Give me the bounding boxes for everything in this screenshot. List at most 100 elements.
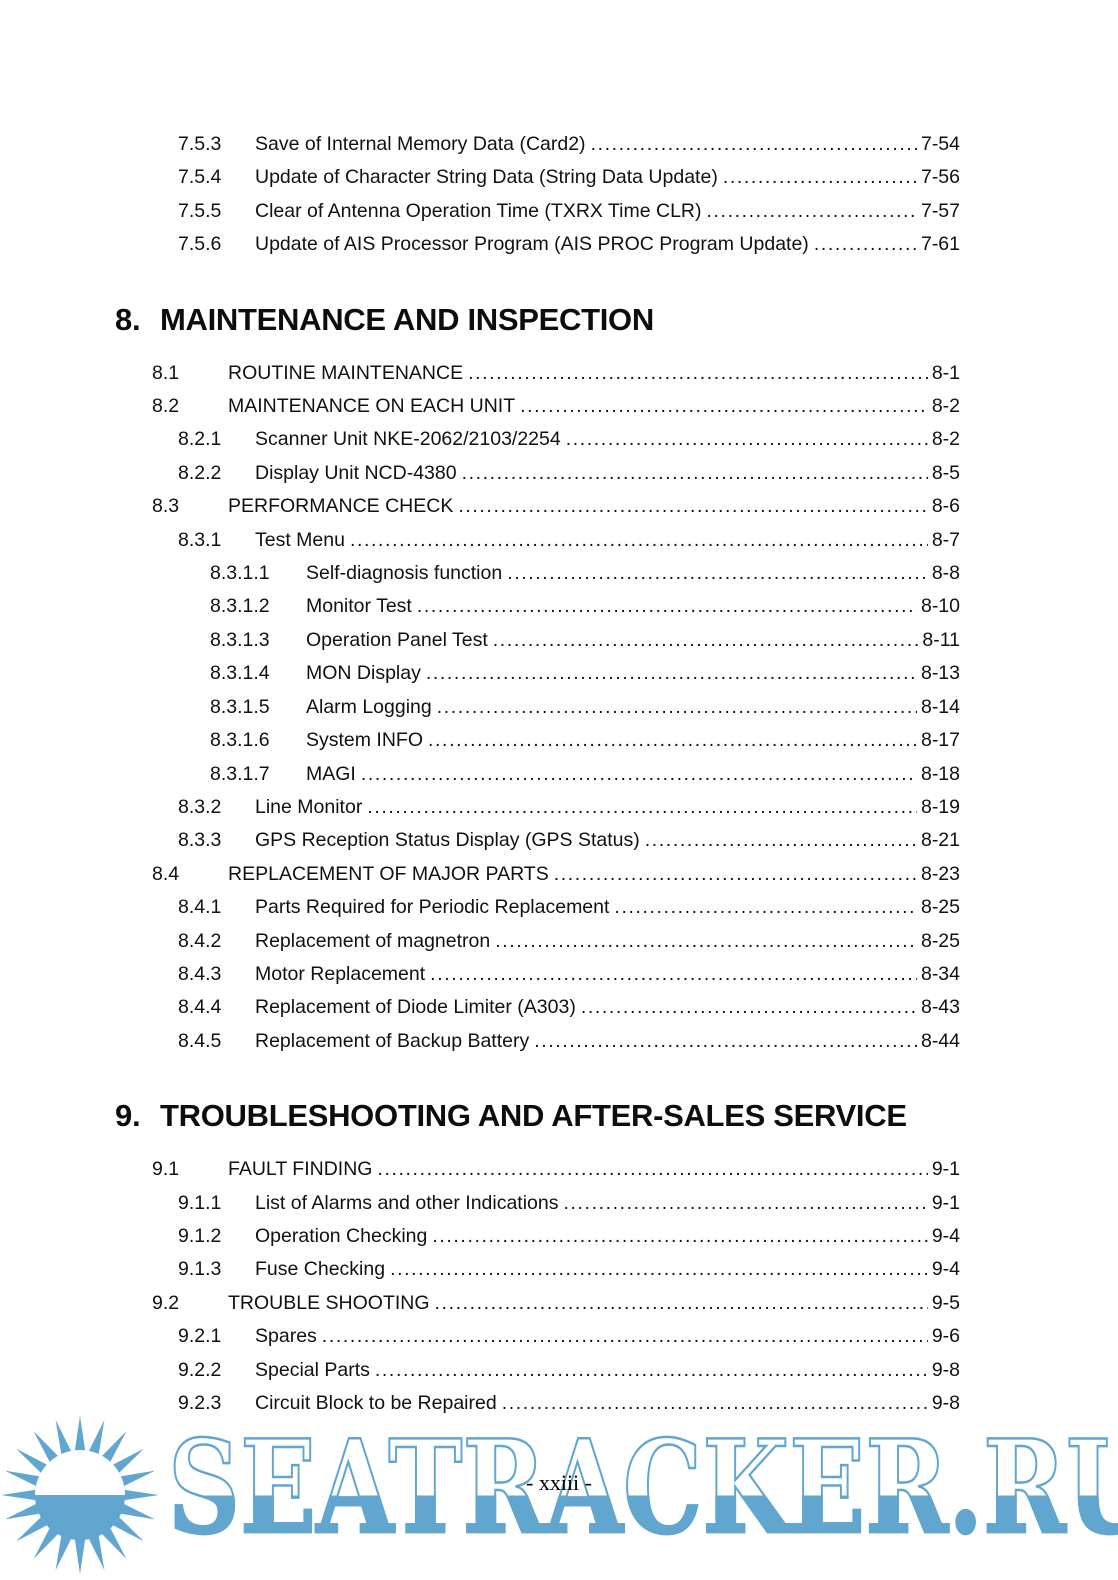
toc-entry: 8.4.5 Replacement of Backup Battery 8-44 bbox=[178, 1025, 960, 1058]
toc-entry-number: 8.3.1.2 bbox=[210, 595, 270, 618]
toc-entry-page: 8-13 bbox=[920, 662, 960, 685]
toc-entry: 8.2.1 Scanner Unit NKE-2062/2103/2254 8-2 bbox=[178, 423, 960, 456]
toc-entry-title: Display Unit NCD-4380 bbox=[255, 461, 457, 484]
chapter-number: 9. bbox=[115, 1098, 141, 1134]
toc-entry: 7.5.3 Save of Internal Memory Data (Card2… bbox=[178, 128, 960, 161]
dot-leader bbox=[534, 1025, 917, 1058]
toc-entry-title: Clear of Antenna Operation Time (TXRX Ti… bbox=[255, 199, 702, 222]
toc-entry-title: PERFORMANCE CHECK bbox=[228, 495, 454, 518]
toc-entry-title: ROUTINE MAINTENANCE bbox=[228, 361, 464, 384]
toc-entry-number: 8.4.3 bbox=[178, 962, 222, 985]
dot-leader bbox=[591, 128, 917, 161]
toc-entry-title: Motor Replacement bbox=[255, 962, 426, 985]
toc-entry-number: 7.5.4 bbox=[178, 166, 222, 189]
toc-entry-number: 8.4.5 bbox=[178, 1029, 222, 1052]
toc-entry: 9.1.3 Fuse Checking 9-4 bbox=[178, 1253, 960, 1286]
toc-entry-number: 8.2.1 bbox=[178, 428, 222, 451]
toc-entry-title: Replacement of Backup Battery bbox=[255, 1029, 530, 1052]
dot-leader bbox=[432, 1220, 927, 1253]
dot-leader bbox=[564, 1187, 928, 1220]
toc-entry-title: MAINTENANCE ON EACH UNIT bbox=[228, 395, 516, 418]
toc-entry-page: 8-18 bbox=[920, 762, 960, 785]
dot-leader bbox=[493, 624, 919, 657]
toc-chapters: 8. MAINTENANCE AND INSPECTION 8.1 ROUTINE M… bbox=[115, 299, 960, 1421]
toc-entry-number: 8.3.1.6 bbox=[210, 729, 270, 752]
toc-entry-title: Update of AIS Processor Program (AIS PRO… bbox=[255, 233, 809, 256]
toc-entry-page: 8-5 bbox=[931, 461, 960, 484]
toc-entry-number: 8.1 bbox=[152, 361, 180, 384]
toc-entry-page: 8-7 bbox=[931, 528, 960, 551]
toc-entry-page: 8-34 bbox=[920, 962, 960, 985]
toc-entry-number: 8.3.3 bbox=[178, 829, 222, 852]
toc-entry-title: Self-diagnosis function bbox=[306, 562, 503, 585]
toc-entry-page: 8-10 bbox=[920, 595, 960, 618]
toc-entry-page: 8-14 bbox=[920, 695, 960, 718]
toc-entry-number: 9.2.1 bbox=[178, 1325, 222, 1348]
toc-entry-number: 8.4 bbox=[152, 862, 180, 885]
toc-entry-title: MAGI bbox=[306, 762, 356, 785]
toc-entry-page: 8-6 bbox=[931, 495, 960, 518]
toc-entry-title: Operation Checking bbox=[255, 1224, 428, 1247]
toc-entry-number: 7.5.6 bbox=[178, 233, 222, 256]
toc-entry: 8.3.1.5 Alarm Logging 8-14 bbox=[210, 691, 960, 724]
dot-leader bbox=[437, 691, 917, 724]
toc-entry-title: MON Display bbox=[306, 662, 421, 685]
toc-entry-title: List of Alarms and other Indications bbox=[255, 1191, 559, 1214]
toc-entry: 7.5.5 Clear of Antenna Operation Time (TX… bbox=[178, 195, 960, 228]
toc-entry-number: 9.2.2 bbox=[178, 1358, 222, 1381]
page-footer: - xxiii - bbox=[526, 1470, 592, 1495]
toc-entry-page: 9-5 bbox=[931, 1291, 960, 1314]
toc-entry-page: 8-19 bbox=[920, 795, 960, 818]
chapter-heading: 8. MAINTENANCE AND INSPECTION bbox=[115, 299, 960, 341]
toc-entry-page: 8-43 bbox=[920, 996, 960, 1019]
toc-entry-title: FAULT FINDING bbox=[228, 1158, 373, 1181]
toc-entry-number: 9.1.1 bbox=[178, 1191, 222, 1214]
toc-entry: 7.5.6 Update of AIS Processor Program (AI… bbox=[178, 228, 960, 261]
toc-entry-title: Test Menu bbox=[255, 528, 345, 551]
toc-entry-page: 9-8 bbox=[931, 1358, 960, 1381]
toc-entry: 9.1.2 Operation Checking 9-4 bbox=[178, 1220, 960, 1253]
dot-leader bbox=[390, 1253, 928, 1286]
dot-leader bbox=[377, 1153, 927, 1186]
dot-leader bbox=[426, 657, 917, 690]
toc-entry-number: 8.4.4 bbox=[178, 996, 222, 1019]
toc-entry-number: 8.4.2 bbox=[178, 929, 222, 952]
dot-leader bbox=[428, 724, 917, 757]
toc-entry: 8.3.1.4 MON Display 8-13 bbox=[210, 657, 960, 690]
toc-entry-title: Line Monitor bbox=[255, 795, 363, 818]
toc-entry-page: 8-8 bbox=[931, 562, 960, 585]
dot-leader bbox=[367, 791, 917, 824]
chapter-heading: 9. TROUBLESHOOTING AND AFTER-SALES SERVIC… bbox=[115, 1095, 960, 1137]
dot-leader bbox=[581, 991, 917, 1024]
toc-entry-title: System INFO bbox=[306, 729, 424, 752]
dot-leader bbox=[350, 524, 928, 557]
dot-leader bbox=[462, 457, 928, 490]
toc-entry-page: 9-4 bbox=[931, 1224, 960, 1247]
toc-entry-page: 8-25 bbox=[920, 896, 960, 919]
toc-entry: 8.1 ROUTINE MAINTENANCE 8-1 bbox=[152, 357, 960, 390]
toc-entry-number: 9.1.2 bbox=[178, 1224, 222, 1247]
toc-entry-title: Save of Internal Memory Data (Card2) bbox=[255, 133, 586, 155]
toc-entry-number: 8.2 bbox=[152, 395, 180, 418]
dot-leader bbox=[468, 357, 928, 390]
toc-entry-page: 8-1 bbox=[931, 361, 960, 384]
toc-entry-number: 9.2 bbox=[152, 1291, 180, 1314]
toc-entry-page: 8-2 bbox=[931, 428, 960, 451]
toc-entry: 8.3.1 Test Menu 8-7 bbox=[178, 524, 960, 557]
sun-dome bbox=[35, 1450, 125, 1495]
dot-leader bbox=[707, 195, 917, 228]
toc-entry-page: 8-2 bbox=[931, 395, 960, 418]
toc-entry: 8.2.2 Display Unit NCD-4380 8-5 bbox=[178, 457, 960, 490]
toc-entry-title: Circuit Block to be Repaired bbox=[255, 1392, 497, 1414]
toc-entry: 9.2.1 Spares 9-6 bbox=[178, 1320, 960, 1353]
toc-entry-number: 8.2.2 bbox=[178, 461, 222, 484]
toc-entry-page: 9-8 bbox=[931, 1392, 960, 1414]
toc-entry: 8.2 MAINTENANCE ON EACH UNIT 8-2 bbox=[152, 390, 960, 423]
toc-entry-title: Fuse Checking bbox=[255, 1258, 386, 1281]
toc-entry-page: 8-21 bbox=[920, 829, 960, 852]
toc-entry-title: Alarm Logging bbox=[306, 695, 432, 718]
toc-entry-page: 7-61 bbox=[920, 233, 960, 256]
dot-leader bbox=[814, 228, 917, 261]
toc-entry: 8.3.3 GPS Reception Status Display (GPS S… bbox=[178, 824, 960, 857]
dot-leader bbox=[322, 1320, 928, 1353]
